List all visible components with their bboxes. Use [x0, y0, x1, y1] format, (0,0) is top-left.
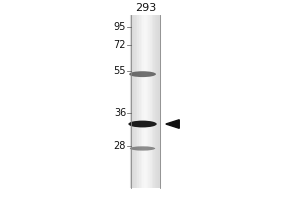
Ellipse shape [128, 121, 157, 127]
Text: 55: 55 [114, 66, 126, 76]
Text: 28: 28 [114, 141, 126, 151]
Polygon shape [166, 120, 179, 128]
Text: 95: 95 [114, 22, 126, 32]
Text: 72: 72 [114, 40, 126, 50]
Bar [130, 15, 160, 188]
Text: 293: 293 [135, 3, 156, 13]
Text: 36: 36 [114, 108, 126, 118]
Ellipse shape [130, 146, 155, 151]
Ellipse shape [129, 71, 156, 77]
